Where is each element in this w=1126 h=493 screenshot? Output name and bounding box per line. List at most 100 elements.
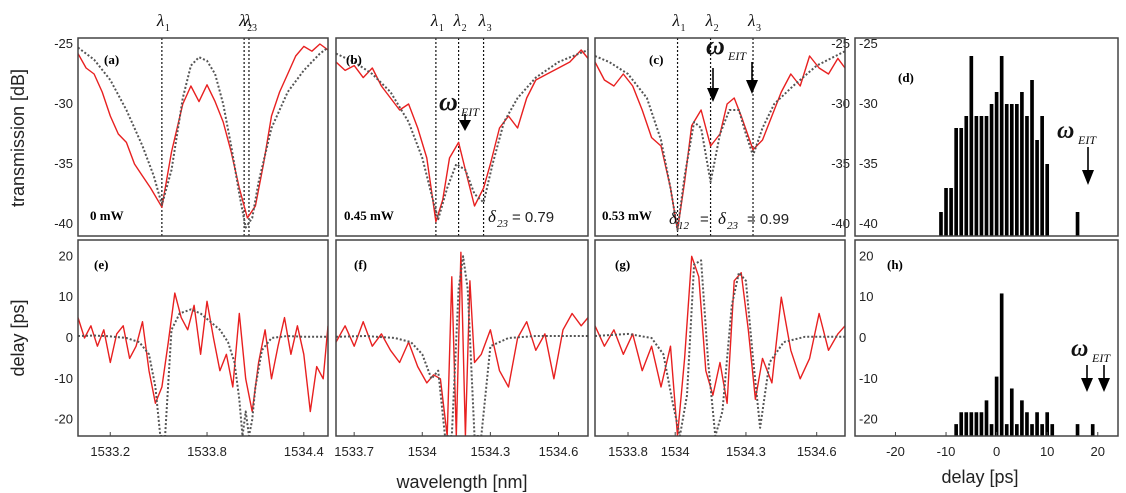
x-tick-label-g: 1534 (661, 444, 690, 459)
svg-text:= 0.79: = 0.79 (512, 209, 554, 226)
arrow-eit-d (1082, 147, 1094, 185)
histogram-bar-h (1025, 412, 1029, 436)
measured-curve-f (336, 251, 588, 436)
panel-c-frame (594, 37, 846, 237)
panel-b-frame (335, 37, 589, 237)
histogram-bar-h (1035, 412, 1039, 436)
fit-curve-b (336, 49, 588, 221)
plot-area-e (78, 292, 328, 436)
y-tick-label-e: 0 (66, 330, 73, 345)
svg-text:=: = (700, 211, 709, 228)
plot-area-f (336, 251, 588, 436)
y-tick-label-e: 20 (59, 248, 73, 263)
plot-area-c (595, 38, 845, 236)
histogram-bar-h (974, 412, 979, 436)
x-tick-label-e: 1534.4 (284, 444, 324, 459)
histogram-bar-d (964, 116, 969, 236)
panel-h-frame (854, 239, 1119, 437)
panel-label-h: (h) (887, 257, 903, 272)
panel-e-frame (77, 239, 329, 437)
power-label-a: 0 mW (90, 208, 124, 223)
arrow-eit-h-left (1081, 365, 1093, 392)
histogram-bar-h (1004, 424, 1009, 436)
lambda-label-sub-2: 2 (247, 23, 252, 34)
lambda-label-sub-3: 3 (252, 23, 257, 34)
histogram-bar-d (979, 116, 984, 236)
histogram-bar-h (1040, 424, 1044, 436)
histogram-bar-d (1004, 104, 1009, 236)
y-tick-label-d-inner: -40 (859, 216, 878, 231)
y-tick-label-h-inner: -10 (859, 371, 878, 386)
histogram-bar-h (1030, 424, 1034, 436)
arrow-eit-b (459, 114, 471, 131)
svg-text:δ: δ (718, 209, 727, 228)
omega-eit-label-c: ω EIT (706, 31, 747, 63)
x-tick-label-g: 1533.8 (608, 444, 648, 459)
omega-eit-label-d: ω EIT (1057, 118, 1097, 147)
svg-text:ω: ω (1057, 118, 1074, 144)
lambda-label-2: λ (238, 11, 246, 30)
panel-f-frame (335, 239, 589, 437)
svg-text:EIT: EIT (1077, 133, 1097, 147)
histogram-bar-h (989, 424, 994, 436)
x-tick-label-f: 1534.6 (539, 444, 579, 459)
histogram-bar-h (1090, 424, 1095, 436)
histogram-bar-d (1030, 80, 1034, 236)
histogram-bar-h (1050, 424, 1055, 436)
x-tick-label-g: 1534.3 (726, 444, 766, 459)
lambda-label-sub-2: 2 (714, 23, 719, 34)
svg-text:δ: δ (488, 207, 497, 226)
histogram-bar-h (969, 412, 974, 436)
histogram-bar-d (974, 116, 979, 236)
lambda-label-sub-3: 3 (756, 23, 761, 34)
arrow-eit-h-right (1098, 365, 1110, 392)
x-tick-label-f: 1533.7 (334, 444, 374, 459)
y-tick-label-d: -35 (831, 156, 850, 171)
x-tick-label-h: 20 (1091, 444, 1105, 459)
x-tick-label-f: 1534.3 (470, 444, 510, 459)
histogram-bar-h (1009, 388, 1014, 436)
svg-text:23: 23 (497, 218, 509, 230)
x-axis-label-delay: delay [ps] (941, 467, 1018, 487)
measured-curve-e (78, 292, 328, 413)
histogram-bar-h (999, 293, 1004, 436)
fit-curve-g (595, 259, 845, 436)
lambda-label-3: λ (747, 11, 755, 30)
y-tick-label-d: -30 (831, 96, 850, 111)
panel-label-b: (b) (346, 52, 362, 67)
delta-annotation-b: δ 23 = 0.79 (488, 207, 554, 230)
x-tick-label-g: 1534.6 (797, 444, 837, 459)
measured-curve-c (595, 55, 845, 231)
x-tick-label-h: 0 (993, 444, 1000, 459)
x-tick-label-h: -10 (937, 444, 956, 459)
svg-text:EIT: EIT (727, 49, 747, 63)
omega-eit-label-h: ω EIT (1071, 336, 1111, 365)
svg-text:23: 23 (727, 220, 739, 232)
lambda-label-1: λ (156, 11, 164, 30)
omega-eit-label-b: ω EIT (439, 87, 480, 119)
svg-text:ω: ω (439, 87, 458, 116)
histogram-bar-h (1015, 424, 1019, 436)
lambda-label-2: λ (453, 11, 461, 30)
y-tick-label-d-inner: -35 (859, 156, 878, 171)
plot-area-a (78, 38, 328, 236)
histogram-bar-d (1035, 140, 1039, 236)
lambda-label-3: λ (243, 11, 251, 30)
histogram-bar-d (1009, 104, 1014, 236)
y-tick-label-h-inner: 0 (859, 330, 866, 345)
panel-f: 1533.7 1534 1534.3 1534.6 (334, 251, 588, 459)
arrow-eit-c-right (746, 62, 758, 94)
panel-label-f: (f) (354, 257, 367, 272)
histogram-bar-d (999, 56, 1004, 236)
y-tick-label-d-inner: -30 (859, 96, 878, 111)
y-tick-label-e: -20 (54, 412, 73, 427)
svg-text:12: 12 (678, 220, 690, 232)
y-axis-label-transmission: transmission [dB] (8, 69, 28, 207)
panel-label-d: (d) (898, 70, 914, 85)
panel-d-frame (854, 37, 1119, 237)
histogram-bar-d (1045, 164, 1050, 236)
x-tick-label-e: 1533.2 (90, 444, 130, 459)
fit-curve-f (336, 255, 588, 436)
